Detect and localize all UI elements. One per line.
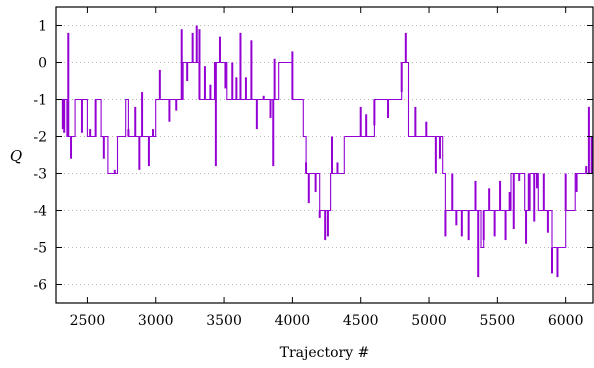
x-tick-label: 5500 [480,313,516,329]
x-axis-title: Trajectory # [280,345,370,361]
y-tick-label: -5 [33,241,47,257]
x-tick-label: 4000 [275,313,311,329]
tick-labels: 1 0 -1 -2 -3 -4 -5 -6 2500 3000 3500 4000 4500 5000 55… [33,19,583,330]
plot-frame [55,6,594,304]
axis-ticks [56,7,593,303]
x-tick-label: 3500 [206,313,242,329]
grid [56,25,593,285]
y-tick-label: -1 [33,93,47,109]
x-tick-label: 5000 [411,313,447,329]
y-tick-label: -3 [33,167,47,183]
x-tick-label: 3000 [138,313,174,329]
x-tick-label: 4500 [343,313,379,329]
y-tick-label: 1 [38,19,47,35]
y-axis-title: Q [10,147,22,165]
plot-area [56,25,593,278]
y-tick-label: -4 [33,204,47,220]
y-tick-label: -2 [33,130,47,146]
x-tick-label: 6000 [548,313,584,329]
y-tick-label: -6 [33,278,47,294]
x-tick-label: 2500 [70,313,106,329]
y-tick-label: 0 [38,56,47,72]
